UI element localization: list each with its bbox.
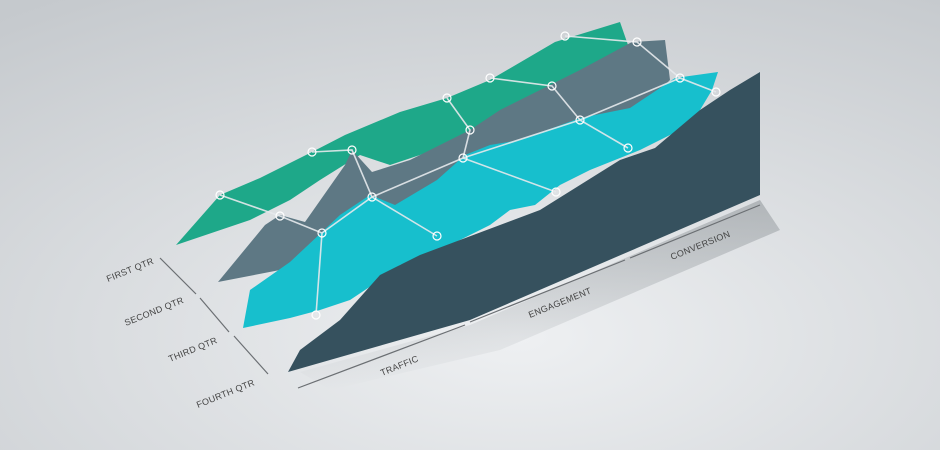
ribbon-first	[176, 22, 628, 245]
connectors	[219, 35, 717, 316]
markers	[215, 31, 721, 320]
ribbon-fourth	[288, 72, 760, 372]
ribbon-third	[243, 72, 718, 328]
row-axis	[159, 257, 269, 375]
ribbon-second	[218, 40, 670, 282]
column-axis	[297, 204, 761, 389]
